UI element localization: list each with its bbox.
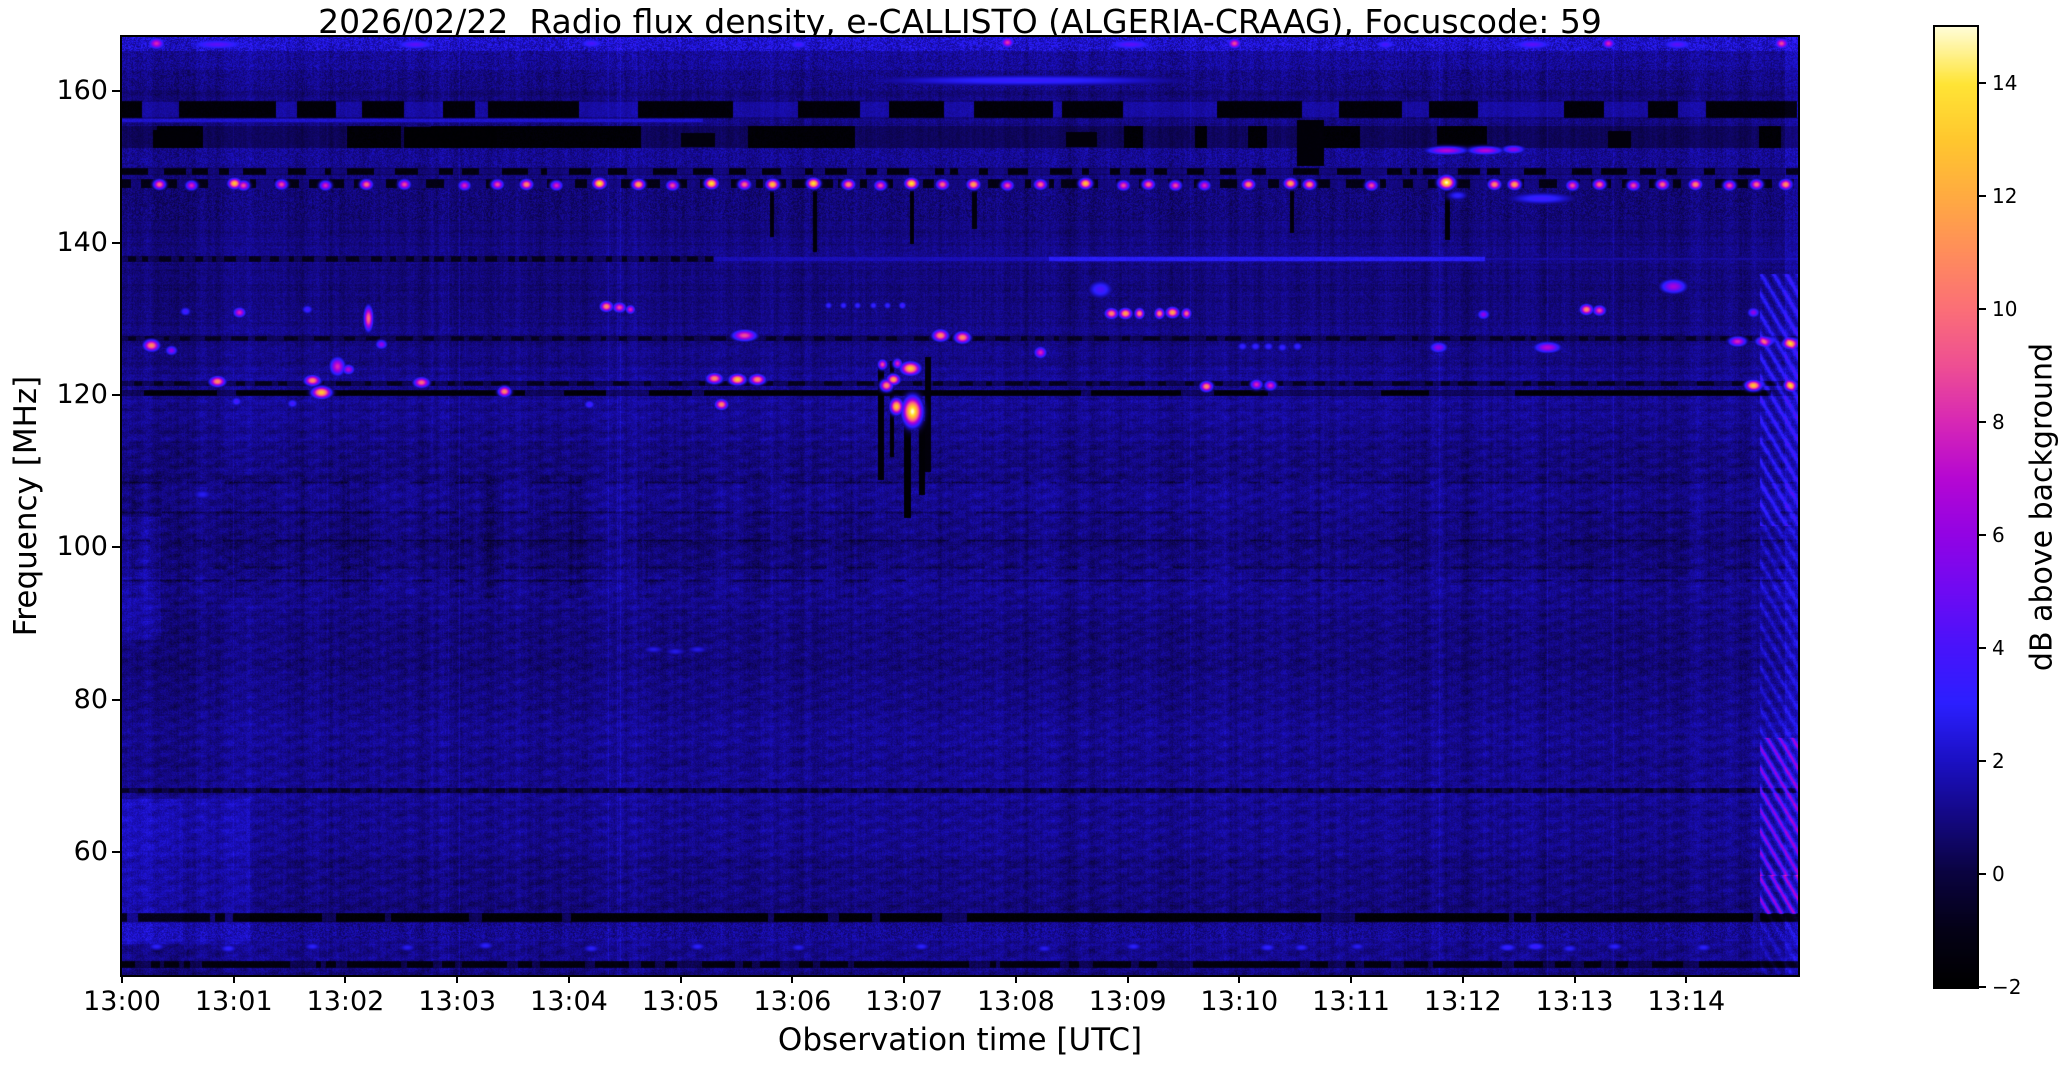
- plot-area: [120, 35, 1800, 977]
- x-tick-mark: [1126, 975, 1129, 983]
- colorbar-tick-mark: [1979, 421, 1986, 424]
- colorbar-tick-mark: [1979, 82, 1986, 85]
- x-tick-mark: [791, 975, 794, 983]
- colorbar: [1933, 25, 1979, 989]
- colorbar-tick-label: 8: [1992, 410, 2005, 435]
- y-tick-label: 60: [73, 835, 108, 867]
- y-tick-mark: [112, 546, 120, 549]
- x-tick-label: 13:11: [1312, 986, 1390, 1017]
- y-tick-label: 100: [56, 531, 108, 563]
- colorbar-label: dB above background: [2024, 342, 2060, 672]
- x-tick-mark: [232, 975, 235, 983]
- x-tick-label: 13:05: [641, 986, 720, 1017]
- x-tick-label: 13:08: [976, 986, 1055, 1017]
- x-tick-mark: [1350, 975, 1353, 983]
- colorbar-tick-mark: [1979, 760, 1986, 763]
- x-tick-label: 13:09: [1088, 986, 1167, 1017]
- y-tick-label: 120: [56, 379, 108, 411]
- x-tick-label: 13:10: [1200, 986, 1279, 1017]
- x-tick-mark: [1573, 975, 1576, 983]
- x-tick-label: 13:04: [530, 986, 608, 1017]
- x-tick-mark: [121, 975, 123, 983]
- colorbar-tick-mark: [1979, 195, 1986, 198]
- x-tick-mark: [1238, 975, 1241, 983]
- x-tick-mark: [1014, 975, 1017, 983]
- y-tick-label: 80: [73, 683, 108, 715]
- colorbar-tick-label: 10: [1992, 297, 2018, 322]
- colorbar-tick-mark: [1979, 873, 1986, 876]
- colorbar-tick-mark: [1979, 308, 1986, 311]
- x-axis-label: Observation time [UTC]: [777, 1022, 1143, 1058]
- colorbar-tick-label: 0: [1992, 862, 2005, 887]
- y-tick-mark: [112, 242, 120, 245]
- spectrogram-canvas: [122, 37, 1798, 975]
- x-tick-label: 13:00: [83, 986, 161, 1017]
- y-tick-label: 160: [56, 75, 108, 106]
- x-tick-mark: [456, 975, 459, 983]
- x-tick-label: 13:12: [1423, 986, 1502, 1017]
- page-title: 2026/02/22 Radio flux density, e-CALLIST…: [318, 2, 1602, 41]
- colorbar-tick-mark: [1979, 986, 1986, 988]
- y-tick-label: 140: [56, 227, 108, 259]
- colorbar-gradient: [1935, 27, 1977, 987]
- colorbar-tick-label: 2: [1992, 749, 2005, 774]
- x-tick-mark: [1461, 975, 1464, 983]
- x-tick-mark: [903, 975, 906, 983]
- x-tick-label: 13:14: [1647, 986, 1726, 1017]
- x-tick-mark: [567, 975, 570, 983]
- y-tick-mark: [112, 698, 120, 701]
- x-tick-mark: [1685, 975, 1688, 983]
- colorbar-tick-mark: [1979, 534, 1986, 537]
- colorbar-tick-label: 14: [1992, 71, 2018, 96]
- y-axis-label: Frequency [MHz]: [8, 375, 44, 637]
- colorbar-tick-label: −2: [1992, 975, 2022, 999]
- colorbar-tick-mark: [1979, 647, 1986, 650]
- colorbar-tick-label: 4: [1992, 636, 2005, 661]
- x-tick-mark: [679, 975, 682, 983]
- x-tick-label: 13:01: [194, 986, 273, 1017]
- x-tick-label: 13:02: [306, 986, 385, 1017]
- y-tick-mark: [112, 850, 120, 853]
- y-tick-mark: [112, 394, 120, 397]
- x-tick-mark: [344, 975, 347, 983]
- x-tick-label: 13:13: [1535, 986, 1614, 1017]
- colorbar-tick-label: 12: [1992, 184, 2018, 209]
- x-tick-label: 13:03: [418, 986, 497, 1017]
- x-tick-label: 13:07: [865, 986, 944, 1017]
- x-tick-label: 13:06: [753, 986, 832, 1017]
- colorbar-tick-label: 6: [1992, 523, 2005, 548]
- y-tick-mark: [112, 90, 120, 92]
